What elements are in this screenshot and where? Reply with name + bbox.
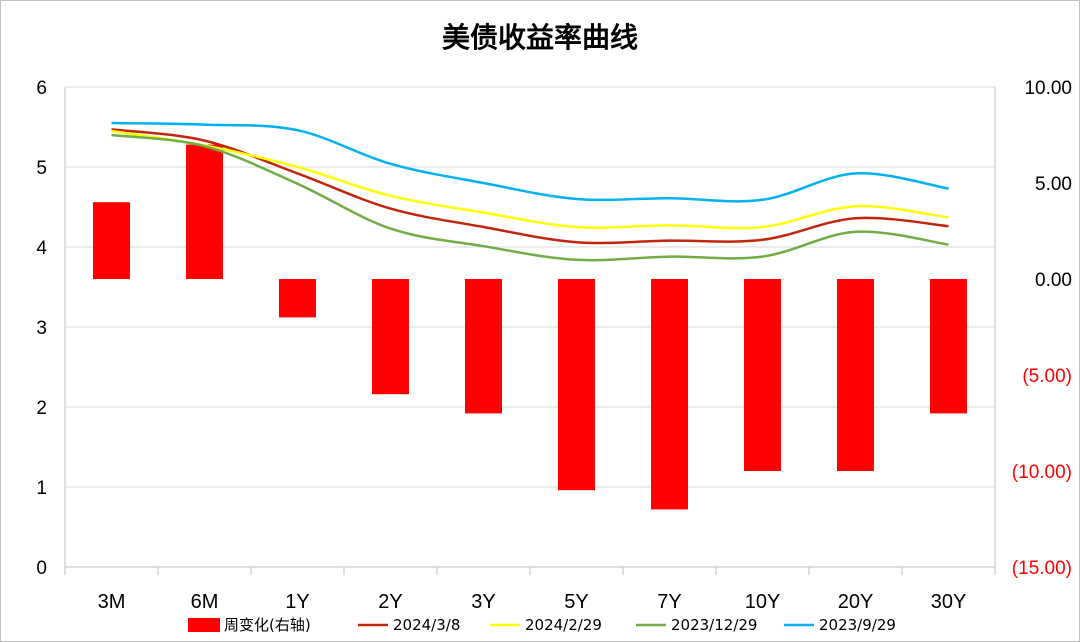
legend-label: 2023/12/29: [671, 616, 757, 634]
right-tick-label: 10.00: [1024, 78, 1072, 99]
right-axis-ticks: 10.00 5.00 0.00 (5.00) (10.00) (15.00): [1012, 78, 1072, 579]
category-label: 1Y: [285, 591, 309, 613]
legend: 周变化(右轴) 2024/3/8 2024/2/29 2023/12/29 2023/9…: [188, 616, 896, 634]
bar-weekly-change: [930, 279, 967, 414]
category-label: 20Y: [838, 591, 874, 613]
bar-weekly-change: [372, 279, 409, 395]
category-label: 3M: [98, 591, 126, 613]
series-line: [111, 128, 949, 245]
right-tick-label: (5.00): [1022, 366, 1072, 387]
category-label: 5Y: [564, 591, 588, 613]
bar-series: [93, 144, 967, 510]
bar-weekly-change: [465, 279, 502, 414]
left-tick-label: 6: [36, 78, 47, 99]
legend-label: 周变化(右轴): [224, 616, 311, 634]
legend-label: 2024/2/29: [525, 616, 602, 634]
left-tick-label: 4: [36, 238, 47, 259]
right-tick-label: (10.00): [1012, 462, 1072, 483]
right-tick-label: 5.00: [1035, 174, 1072, 195]
category-label: 10Y: [745, 591, 781, 613]
category-label: 3Y: [471, 591, 495, 613]
category-label: 6M: [191, 591, 219, 613]
category-labels: 3M 6M 1Y 2Y 3Y 5Y 7Y 10Y 20Y 30Y: [98, 591, 967, 613]
legend-label: 2023/9/29: [819, 616, 896, 634]
chart-title: 美债收益率曲线: [442, 21, 638, 54]
bar-weekly-change: [279, 279, 316, 318]
line-series: [111, 121, 949, 262]
bar-weekly-change: [837, 279, 874, 471]
bar-weekly-change: [744, 279, 781, 471]
series-line: [111, 129, 949, 230]
left-tick-label: 2: [36, 398, 47, 419]
left-tick-label: 3: [36, 318, 47, 339]
category-label: 30Y: [931, 591, 967, 613]
bar-weekly-change: [651, 279, 688, 510]
right-tick-label: (15.00): [1012, 558, 1072, 579]
legend-label: 2024/3/8: [393, 616, 460, 634]
left-tick-label: 5: [36, 158, 47, 179]
bar-weekly-change: [93, 202, 130, 279]
bar-weekly-change: [186, 144, 223, 279]
category-label: 7Y: [657, 591, 681, 613]
bar-weekly-change: [558, 279, 595, 491]
series-line: [111, 121, 949, 203]
series-line: [111, 133, 949, 262]
left-tick-label: 0: [36, 558, 47, 579]
left-tick-label: 1: [36, 478, 47, 499]
legend-swatch-bar: [188, 618, 220, 632]
axes: [64, 87, 996, 575]
category-label: 2Y: [378, 591, 402, 613]
right-tick-label: 0.00: [1035, 270, 1072, 291]
left-axis-ticks: 0 1 2 3 4 5 6: [36, 78, 47, 579]
